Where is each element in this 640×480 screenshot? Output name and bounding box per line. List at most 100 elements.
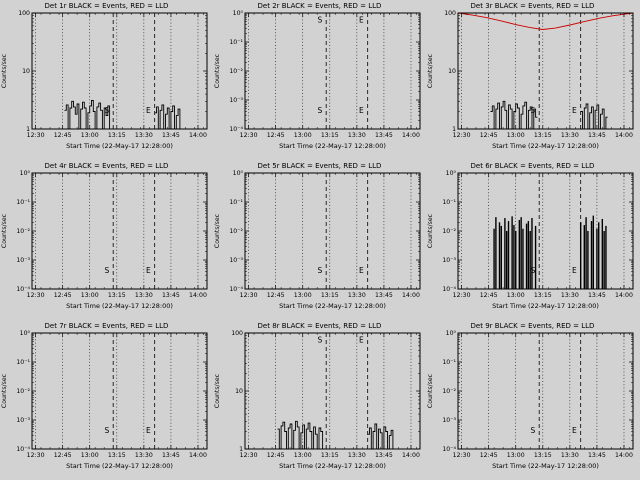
y-axis-label: Counts/sec <box>214 213 221 248</box>
y-axis-label: Counts/sec <box>427 213 434 248</box>
x-tick-label: 13:45 <box>375 292 393 299</box>
x-tick-label: 12:30 <box>27 452 45 459</box>
x-tick-label: 14:00 <box>189 132 207 139</box>
y-tick-label: 10⁻¹ <box>229 39 243 46</box>
x-tick-label: 12:45 <box>480 452 498 459</box>
axes-frame <box>457 172 634 290</box>
x-tick-label: 13:00 <box>507 292 525 299</box>
plot-canvas-det-8r: 12:30 12:45 13:00 13:15 13:30 13:45 14:00 1 10 10… <box>214 322 421 470</box>
x-tick-label: 12:30 <box>240 452 258 459</box>
x-tick-label: 13:30 <box>348 452 366 459</box>
panel-title: Det 7r BLACK = Events, RED = LLD <box>45 322 169 330</box>
x-tick-label: 13:45 <box>588 452 606 459</box>
axes-frame <box>457 12 634 130</box>
panel-title: Det 4r BLACK = Events, RED = LLD <box>45 162 169 170</box>
y-tick-label: 10⁻⁴ <box>229 126 243 133</box>
panel-det-4r: 12:30 12:45 13:00 13:15 13:30 13:45 14:00 10⁰ 10… <box>0 160 213 320</box>
x-tick-label: 13:15 <box>108 452 126 459</box>
y-axis-label: Counts/sec <box>214 53 221 88</box>
x-tick-label: 14:00 <box>189 452 207 459</box>
flare-flag-letter: E <box>146 266 151 275</box>
y-tick-label: 10⁰ <box>446 330 457 337</box>
x-tick-label: 13:00 <box>81 292 99 299</box>
x-tick-label: 13:00 <box>294 132 312 139</box>
x-tick-label: 12:45 <box>267 292 285 299</box>
axes-frame <box>31 172 208 290</box>
y-tick-label: 100 <box>231 330 243 337</box>
axes-frame <box>31 332 208 450</box>
flare-flag-letter: E <box>572 106 577 115</box>
panel-title: Det 2r BLACK = Events, RED = LLD <box>258 2 382 10</box>
x-tick-label: 13:00 <box>294 452 312 459</box>
y-tick-label: 1 <box>452 126 456 133</box>
x-tick-label: 13:15 <box>321 452 339 459</box>
x-tick-label: 13:45 <box>588 292 606 299</box>
panel-det-1r: 12:30 12:45 13:00 13:15 13:30 13:45 14:00 1 10 10… <box>0 0 213 160</box>
x-tick-label: 13:15 <box>534 452 552 459</box>
panel-det-2r: 12:30 12:45 13:00 13:15 13:30 13:45 14:00 10⁰ 10… <box>213 0 426 160</box>
flare-flag-letter: S <box>317 335 322 344</box>
panel-det-6r: 12:30 12:45 13:00 13:15 13:30 13:45 14:00 10⁰ 10… <box>426 160 639 320</box>
x-tick-label: 14:00 <box>615 452 633 459</box>
y-tick-label: 100 <box>444 10 456 17</box>
y-tick-label: 10⁻³ <box>442 257 456 264</box>
plot-canvas-det-2r: 12:30 12:45 13:00 13:15 13:30 13:45 14:00 10⁰ 10… <box>214 2 421 150</box>
y-tick-label: 10⁻² <box>16 228 30 235</box>
y-tick-label: 10 <box>448 68 456 75</box>
plot-canvas-det-7r: 12:30 12:45 13:00 13:15 13:30 13:45 14:00 10⁰ 10… <box>1 322 208 470</box>
panel-title: Det 5r BLACK = Events, RED = LLD <box>258 162 382 170</box>
flare-flag-letter: E <box>359 335 364 344</box>
axes-frame <box>457 332 634 450</box>
y-tick-label: 10⁰ <box>233 170 244 177</box>
x-axis-label: Start Time (22-May-17 12:28:00) <box>279 142 386 150</box>
panel-det-7r: 12:30 12:45 13:00 13:15 13:30 13:45 14:00 10⁰ 10… <box>0 320 213 480</box>
series-events-b <box>367 423 395 450</box>
flare-flag-letter: S <box>104 106 109 115</box>
axes-frame <box>244 172 421 290</box>
y-tick-label: 10 <box>235 388 243 395</box>
panel-det-8r: 12:30 12:45 13:00 13:15 13:30 13:45 14:00 1 10 10… <box>213 320 426 480</box>
y-tick-label: 10⁻¹ <box>16 199 30 206</box>
y-tick-label: 10⁻² <box>229 228 243 235</box>
y-tick-label: 10⁻² <box>442 228 456 235</box>
panel-title: Det 1r BLACK = Events, RED = LLD <box>45 2 169 10</box>
y-tick-label: 10⁻³ <box>229 257 243 264</box>
y-tick-label: 10⁻⁴ <box>16 286 30 293</box>
x-tick-label: 13:00 <box>81 452 99 459</box>
x-tick-label: 13:30 <box>135 452 153 459</box>
x-tick-label: 13:15 <box>534 292 552 299</box>
series-events-b <box>580 103 608 130</box>
x-axis-label: Start Time (22-May-17 12:28:00) <box>66 142 173 150</box>
x-tick-label: 12:30 <box>27 132 45 139</box>
x-tick-label: 12:30 <box>453 132 471 139</box>
y-tick-label: 10⁻³ <box>16 417 30 424</box>
x-tick-label: 13:45 <box>162 292 180 299</box>
x-axis-label: Start Time (22-May-17 12:28:00) <box>66 302 173 310</box>
panel-det-3r: 12:30 12:45 13:00 13:15 13:30 13:45 14:00 1 10 10… <box>426 0 639 160</box>
x-axis-label: Start Time (22-May-17 12:28:00) <box>279 302 386 310</box>
plot-canvas-det-4r: 12:30 12:45 13:00 13:15 13:30 13:45 14:00 10⁰ 10… <box>1 162 208 310</box>
x-tick-label: 13:45 <box>375 132 393 139</box>
flare-flag-letter: S <box>317 15 322 24</box>
plot-canvas-det-6r: 12:30 12:45 13:00 13:15 13:30 13:45 14:00 10⁰ 10… <box>427 162 634 310</box>
x-tick-label: 12:45 <box>480 292 498 299</box>
x-axis-label: Start Time (22-May-17 12:28:00) <box>492 142 599 150</box>
y-tick-label: 10⁻² <box>229 68 243 75</box>
y-tick-label: 1 <box>26 126 30 133</box>
x-tick-label: 14:00 <box>189 292 207 299</box>
x-tick-label: 13:45 <box>162 132 180 139</box>
flare-flag-letter: S <box>104 266 109 275</box>
flare-flag-letter: E <box>359 15 364 24</box>
x-axis-label: Start Time (22-May-17 12:28:00) <box>492 302 599 310</box>
plot-canvas-det-5r: 12:30 12:45 13:00 13:15 13:30 13:45 14:00 10⁰ 10… <box>214 162 421 310</box>
x-tick-label: 13:30 <box>135 292 153 299</box>
y-axis-label: Counts/sec <box>427 53 434 88</box>
x-tick-label: 13:00 <box>507 132 525 139</box>
flare-flag-letter: E <box>359 106 364 115</box>
flare-flag-letter: S <box>530 106 535 115</box>
x-tick-label: 13:45 <box>162 452 180 459</box>
x-tick-label: 12:30 <box>453 452 471 459</box>
y-tick-label: 10⁻¹ <box>229 199 243 206</box>
y-tick-label: 10⁻² <box>16 388 30 395</box>
